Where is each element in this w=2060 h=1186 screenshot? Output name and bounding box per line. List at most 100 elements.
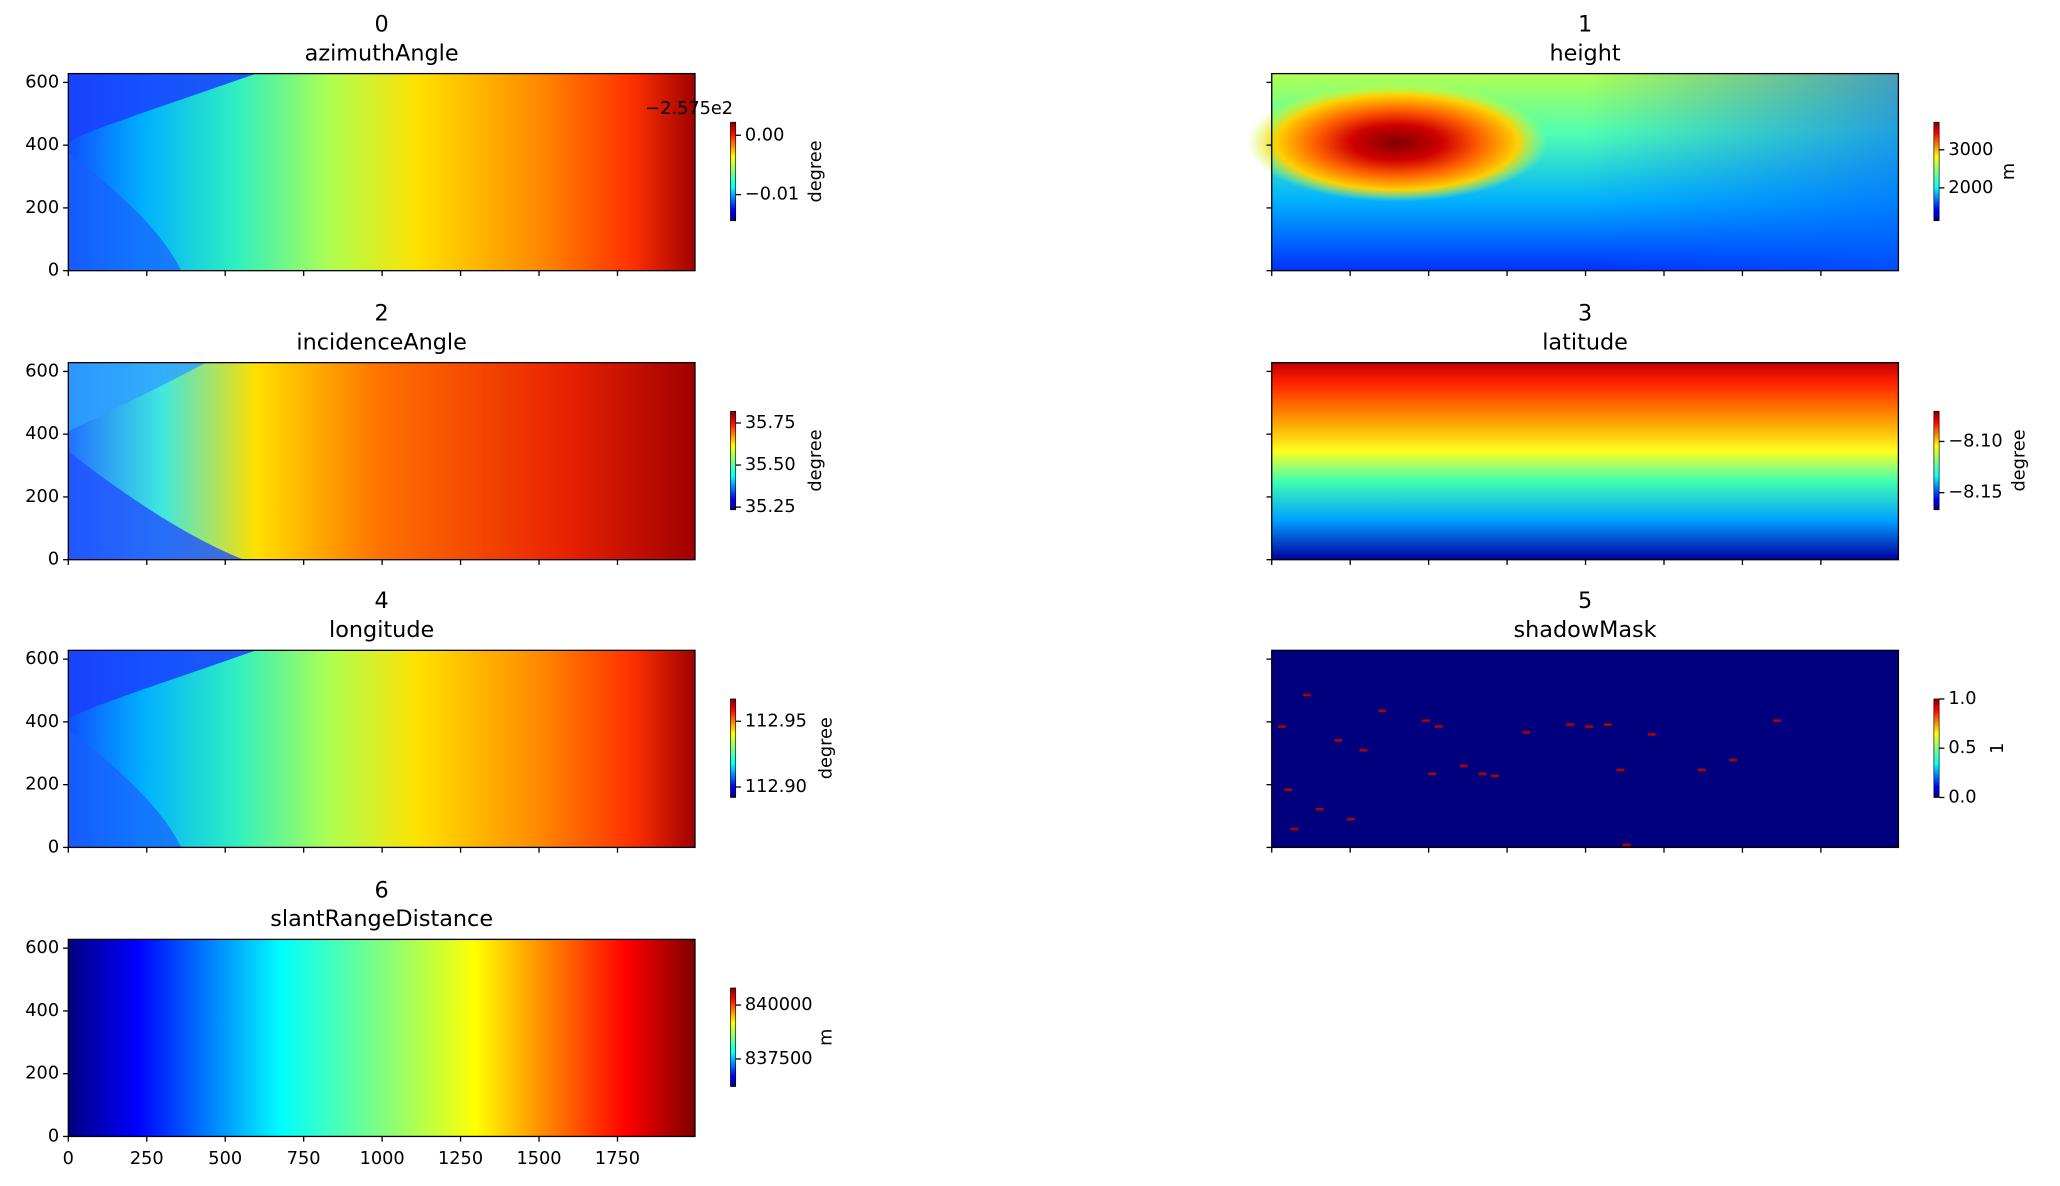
subplot-title: shadowMask [1514,617,1657,643]
colorbar-offset-text: −2.575e2 [645,99,733,119]
colorbar-tick-label: 112.90 [745,777,807,797]
y-tick-label: 0 [48,550,59,570]
subplot: 5 shadowMask 1.0 0.5 0.0 1 [1266,588,2008,853]
heatmap-image [1622,843,1631,847]
heatmap-image [1522,731,1531,734]
heatmap-image [68,650,257,720]
subplot-index: 0 [375,11,389,37]
heatmap-image [1271,650,1899,848]
heatmap-image [1246,83,1548,202]
subplot: 4 longitude 0 200 400 600 112.95 112.90 degree [25,588,836,857]
y-tick-label: 400 [25,1001,59,1021]
heatmap-image [1284,788,1293,791]
colorbar [730,987,737,1087]
heatmap-image [68,451,244,560]
colorbar-label: degree [2009,429,2029,491]
heatmap-image [1647,733,1656,736]
heatmap-image [1566,723,1575,726]
x-tick-label: 1750 [595,1149,640,1169]
heatmap-image [1428,772,1437,776]
colorbar-label: degree [806,429,826,491]
heatmap-image [68,152,182,271]
heatmap-image [1616,768,1625,772]
y-tick-label: 200 [25,487,59,507]
colorbar-tick-label: 1.0 [1948,689,1976,709]
subplot-index: 3 [1578,301,1592,327]
y-tick-label: 600 [25,938,59,958]
colorbar [1933,121,1940,222]
heatmap-image [1585,725,1593,728]
heatmap-image [1478,772,1487,776]
y-tick-label: 0 [48,1126,59,1146]
x-tick-label: 500 [208,1149,242,1169]
subplot: 1 height 3000 2000 m [1246,11,2019,276]
heatmap-image [1491,774,1499,778]
y-tick-label: 200 [25,198,59,218]
colorbar-tick-label: 35.50 [745,455,796,475]
colorbar-tick-label: 837500 [745,1049,813,1069]
heatmap-image [1359,748,1368,752]
y-tick-label: 0 [48,837,59,857]
x-tick-label: 1250 [438,1149,483,1169]
subplot-title: azimuthAngle [305,40,459,66]
y-tick-label: 200 [25,1064,59,1084]
heatmap-image [1378,709,1387,713]
y-tick-label: 400 [25,712,59,732]
heatmap-image [1278,725,1286,728]
heatmap-image [1334,739,1343,742]
heatmap-image [68,729,182,848]
y-tick-label: 600 [25,649,59,669]
heatmap-image [1729,758,1738,762]
colorbar [730,410,737,511]
heatmap-image [68,939,695,1137]
colorbar-tick-label: 3000 [1948,140,1993,160]
heatmap-image [1346,817,1355,821]
subplot-index: 4 [375,588,389,614]
colorbar-tick-label: 35.25 [745,497,796,517]
heatmap-image [68,73,257,143]
heatmap-image [1773,719,1781,722]
colorbar-label: degree [806,140,826,202]
heatmap-image [1315,807,1324,811]
heatmap-image [68,650,695,848]
x-tick-label: 750 [287,1149,321,1169]
x-tick-label: 1000 [360,1149,405,1169]
colorbar [730,121,737,222]
heatmap-image [68,73,695,271]
x-tick-label: 250 [130,1149,164,1169]
subplot-index: 2 [375,301,389,327]
y-tick-label: 600 [25,361,59,381]
subplot-index: 1 [1578,11,1592,37]
colorbar-tick-label: −0.01 [745,185,799,205]
colorbar-tick-label: −8.15 [1948,483,2002,503]
colorbar-label: 1 [1988,743,2008,754]
subplot-title: incidenceAngle [296,329,466,355]
y-tick-label: 600 [25,72,59,92]
heatmap-image [1422,719,1431,722]
y-tick-label: 0 [48,261,59,281]
colorbar-label: m [816,1029,836,1046]
heatmap-image [1271,362,1899,560]
subplot-title: height [1549,40,1620,66]
heatmap-image [1434,725,1443,728]
colorbar-tick-label: 840000 [745,995,813,1015]
heatmap-image [1303,693,1311,697]
subplot-index: 6 [375,877,389,903]
colorbar-tick-label: 35.75 [745,413,796,433]
colorbar [1933,410,1940,511]
heatmap-image [1459,764,1468,768]
subplot-title: slantRangeDistance [270,906,493,932]
colorbar-tick-label: 0.0 [1948,787,1976,807]
subplot-title: latitude [1542,329,1628,355]
colorbar-label: degree [816,717,836,779]
colorbar-tick-label: −8.10 [1948,431,2002,451]
subplot-index: 5 [1578,588,1592,614]
colorbar-tick-label: 0.5 [1948,738,1976,758]
y-tick-label: 200 [25,775,59,795]
heatmap-image [1603,723,1612,726]
heatmap-image [1290,827,1299,831]
y-tick-label: 400 [25,135,59,155]
